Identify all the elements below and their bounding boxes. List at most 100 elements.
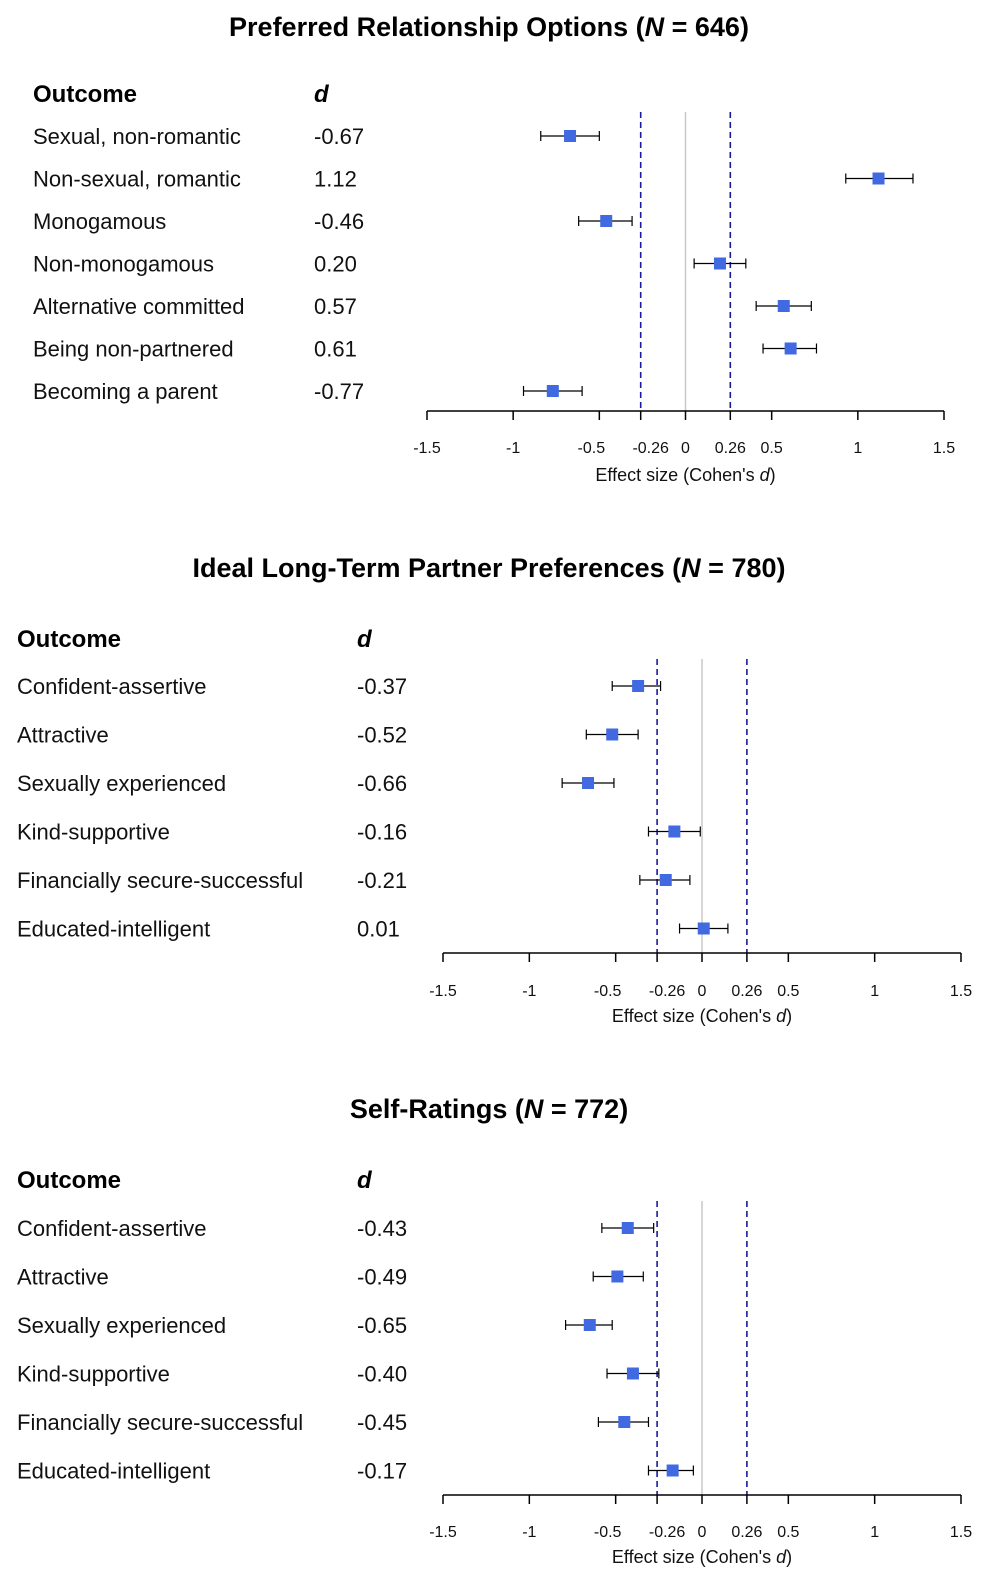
x-tick-label: 0: [698, 983, 707, 1000]
panel-title-equals: =: [543, 1094, 574, 1124]
x-tick-label: 0.26: [715, 440, 746, 457]
effect-size-marker: [583, 1319, 596, 1331]
row-d-value: -0.65: [357, 1313, 407, 1338]
row-label: Educated-intelligent: [17, 1459, 210, 1484]
panel-title: Ideal Long-Term Partner Preferences (N =…: [192, 553, 785, 583]
panel-title-n-label: N: [645, 12, 665, 42]
row-d-value: -0.66: [357, 771, 407, 796]
row-label: Confident-assertive: [17, 1216, 207, 1241]
forest-panel-3: Self-Ratings (N = 772) Outcome d Confident-…: [17, 1094, 972, 1567]
effect-size-marker: [659, 874, 672, 886]
forest-row: Alternative committed 0.57: [33, 294, 812, 319]
x-tick-label: -0.5: [594, 983, 622, 1000]
panel-title-paren-close: ): [777, 553, 786, 583]
x-tick-label: -1: [506, 440, 520, 457]
panel-title-paren: (: [507, 1094, 524, 1124]
panel-title-n-value: 772: [574, 1094, 619, 1124]
x-tick-label: 1.5: [933, 440, 955, 457]
x-tick-label: 1.5: [950, 983, 972, 1000]
effect-size-marker: [611, 1270, 624, 1283]
forest-row: Kind-supportive -0.40: [17, 1362, 660, 1387]
x-axis-label-text: Effect size (Cohen's: [612, 1006, 776, 1026]
forest-row: Non-sexual, romantic 1.12: [33, 167, 914, 192]
forest-row: Becoming a parent -0.77: [33, 379, 583, 404]
row-d-value: -0.37: [357, 674, 407, 699]
forest-row: Kind-supportive -0.16: [17, 820, 701, 845]
row-label: Non-monogamous: [33, 252, 214, 277]
effect-size-marker: [632, 680, 645, 692]
x-axis-label-text: Effect size (Cohen's: [595, 465, 759, 485]
x-axis-label-close: ): [770, 465, 776, 485]
x-tick-label: 0: [681, 440, 690, 457]
row-label: Confident-assertive: [17, 674, 207, 699]
x-axis-label: Effect size (Cohen's d): [595, 465, 775, 485]
row-d-value: -0.45: [357, 1410, 407, 1435]
x-tick-label: -1: [522, 1524, 536, 1541]
row-d-value: 0.20: [314, 252, 357, 277]
forest-panel-2: Ideal Long-Term Partner Preferences (N =…: [17, 553, 972, 1026]
panel-title-n-label: N: [524, 1094, 544, 1124]
x-tick-label: 0.26: [731, 1524, 762, 1541]
row-label: Kind-supportive: [17, 1362, 170, 1387]
row-d-value: 0.61: [314, 337, 357, 362]
row-label: Sexually experienced: [17, 771, 226, 796]
forest-row: Monogamous -0.46: [33, 209, 633, 234]
x-tick-label: 0.5: [761, 440, 783, 457]
effect-size-marker: [600, 215, 613, 227]
row-label: Sexual, non-romantic: [33, 124, 241, 149]
x-tick-label: -1.5: [429, 1524, 457, 1541]
x-axis-label: Effect size (Cohen's d): [612, 1006, 792, 1026]
effect-size-marker: [697, 922, 710, 935]
row-d-value: -0.17: [357, 1459, 407, 1484]
column-header-outcome: Outcome: [17, 626, 121, 653]
forest-row: Non-monogamous 0.20: [33, 252, 747, 277]
forest-row: Financially secure-successful -0.21: [17, 868, 691, 893]
x-tick-label: -1.5: [413, 440, 441, 457]
x-tick-label: -0.5: [578, 440, 606, 457]
forest-panel-1: Preferred Relationship Options (N = 646)…: [33, 12, 955, 485]
row-label: Attractive: [17, 723, 109, 748]
x-tick-label: 0.26: [731, 983, 762, 1000]
row-d-value: -0.21: [357, 868, 407, 893]
x-tick-label: -0.26: [649, 1524, 686, 1541]
row-label: Becoming a parent: [33, 379, 218, 404]
row-d-value: -0.40: [357, 1362, 407, 1387]
forest-row: Sexually experienced -0.66: [17, 771, 615, 796]
row-label: Non-sexual, romantic: [33, 167, 241, 192]
column-header-d: d: [357, 626, 373, 653]
row-label: Kind-supportive: [17, 820, 170, 845]
effect-size-marker: [872, 172, 885, 185]
column-header-d: d: [357, 1167, 373, 1194]
effect-size-marker: [582, 777, 595, 789]
row-label: Monogamous: [33, 209, 166, 234]
effect-size-marker: [564, 130, 577, 142]
row-label: Educated-intelligent: [17, 917, 210, 942]
row-d-value: -0.77: [314, 379, 364, 404]
x-tick-label: -1.5: [429, 983, 457, 1000]
row-label: Alternative committed: [33, 294, 245, 319]
row-d-value: -0.67: [314, 124, 364, 149]
row-d-value: -0.46: [314, 209, 364, 234]
x-tick-label: 1: [870, 1524, 879, 1541]
x-tick-label: -1: [522, 983, 536, 1000]
panel-title-paren-close: ): [619, 1094, 628, 1124]
x-tick-label: 0.5: [777, 1524, 799, 1541]
effect-size-marker: [784, 342, 797, 355]
x-axis-label-d: d: [776, 1006, 787, 1026]
row-label: Attractive: [17, 1265, 109, 1290]
x-axis-label-d: d: [776, 1547, 787, 1567]
panel-title-text: Self-Ratings: [350, 1094, 508, 1124]
effect-size-marker: [621, 1222, 634, 1234]
x-tick-label: -0.26: [649, 983, 686, 1000]
effect-size-marker: [618, 1416, 631, 1428]
panel-title-paren: (: [665, 553, 682, 583]
column-header-d: d: [314, 81, 330, 108]
row-label: Financially secure-successful: [17, 1410, 303, 1435]
column-header-outcome: Outcome: [17, 1167, 121, 1194]
forest-row: Educated-intelligent 0.01: [17, 917, 729, 942]
panel-title-text: Ideal Long-Term Partner Preferences: [192, 553, 664, 583]
panel-title-paren-close: ): [740, 12, 749, 42]
forest-row: Confident-assertive -0.43: [17, 1216, 655, 1241]
x-tick-label: 0.5: [777, 983, 799, 1000]
panel-title-n-value: 780: [731, 553, 776, 583]
